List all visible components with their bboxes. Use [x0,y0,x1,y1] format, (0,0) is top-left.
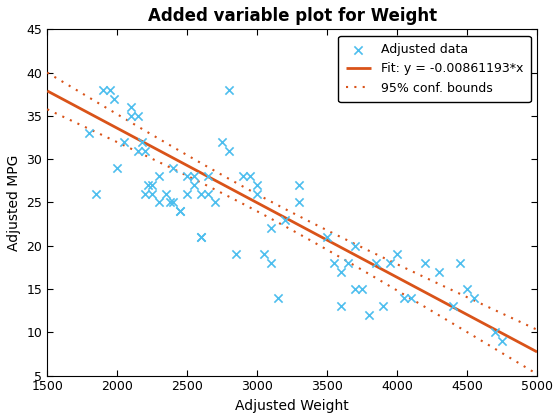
95% conf. bounds [103,105,110,110]
Adjusted data [456,260,465,266]
Title: Added variable plot for Weight: Added variable plot for Weight [148,7,437,25]
95% conf. bounds [44,70,50,75]
Adjusted data [267,260,276,266]
Adjusted data [169,165,178,171]
Adjusted data [407,294,416,301]
Adjusted data [120,139,129,145]
Adjusted data [449,303,458,310]
Adjusted data [351,242,360,249]
Adjusted data [337,268,346,275]
Adjusted data [386,260,395,266]
Adjusted data [400,294,409,301]
95% conf. bounds [238,183,245,188]
Adjusted data [330,260,339,266]
95% conf. bounds [203,164,210,169]
95% conf. bounds [398,263,404,268]
Adjusted data [176,208,185,215]
Adjusted data [190,173,199,180]
X-axis label: Adjusted Weight: Adjusted Weight [235,399,349,413]
Adjusted data [337,303,346,310]
Adjusted data [470,294,479,301]
Adjusted data [92,190,101,197]
Adjusted data [99,87,108,93]
Adjusted data [211,199,220,206]
Adjusted data [138,139,147,145]
Adjusted data [295,182,304,189]
Adjusted data [463,286,472,292]
Adjusted data [421,260,430,266]
95% conf. bounds [534,327,540,332]
Adjusted data [197,190,206,197]
Adjusted data [239,173,248,180]
Adjusted data [246,173,255,180]
Adjusted data [274,294,283,301]
Adjusted data [143,182,152,189]
Adjusted data [155,173,164,180]
Adjusted data [379,303,388,310]
Adjusted data [141,190,150,197]
Adjusted data [491,329,500,336]
Adjusted data [127,113,136,119]
Adjusted data [225,147,234,154]
Adjusted data [498,338,507,344]
Adjusted data [110,95,119,102]
Adjusted data [162,190,171,197]
Adjusted data [176,208,185,215]
Adjusted data [197,234,206,241]
Adjusted data [232,251,241,258]
Adjusted data [372,260,381,266]
Adjusted data [155,199,164,206]
Adjusted data [113,165,122,171]
Adjusted data [260,251,269,258]
Adjusted data [435,268,444,275]
Adjusted data [106,87,115,93]
Y-axis label: Adjusted MPG: Adjusted MPG [7,154,21,251]
Adjusted data [148,190,157,197]
Adjusted data [358,286,367,292]
Adjusted data [127,104,136,110]
Adjusted data [218,139,227,145]
Legend: Adjusted data, Fit: y = -0.00861193*x, 95% conf. bounds: Adjusted data, Fit: y = -0.00861193*x, 9… [338,36,531,102]
95% conf. bounds [400,265,407,270]
Adjusted data [344,260,353,266]
Adjusted data [225,87,234,93]
Adjusted data [253,182,262,189]
Adjusted data [85,130,94,136]
Adjusted data [183,190,192,197]
Adjusted data [204,173,213,180]
Adjusted data [197,234,206,241]
Adjusted data [281,216,290,223]
95% conf. bounds [352,241,359,247]
Adjusted data [351,286,360,292]
Adjusted data [141,147,150,154]
Adjusted data [204,190,213,197]
Adjusted data [183,173,192,180]
Adjusted data [190,182,199,189]
Line: 95% conf. bounds: 95% conf. bounds [47,73,537,330]
Adjusted data [134,113,143,119]
Adjusted data [253,190,262,197]
Adjusted data [267,225,276,232]
Adjusted data [169,199,178,206]
Adjusted data [393,251,402,258]
Adjusted data [148,182,157,189]
Adjusted data [134,147,143,154]
Adjusted data [295,199,304,206]
Adjusted data [323,234,332,241]
Adjusted data [365,312,374,318]
Adjusted data [166,199,175,206]
